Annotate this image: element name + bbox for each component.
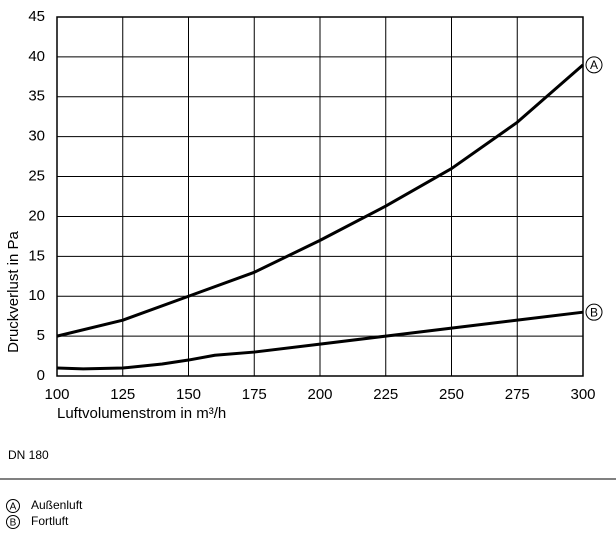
line	[56, 63, 584, 338]
x-tick-label: 300	[570, 386, 595, 403]
legend-marker-label: B	[10, 518, 17, 529]
end-marker-label: B	[590, 305, 598, 319]
note: DN 180	[8, 448, 49, 462]
line	[56, 310, 584, 371]
x-tick-label: 275	[505, 386, 530, 403]
x-tick-label: 175	[242, 386, 267, 403]
y-tick-label: 35	[28, 88, 45, 105]
x-tick-label: 150	[176, 386, 201, 403]
y-tick-label: 5	[37, 327, 45, 344]
end-marker-circle	[585, 56, 603, 74]
y-tick-label: 15	[28, 247, 45, 264]
legend-marker-circle	[6, 499, 20, 513]
x-tick-label: 250	[439, 386, 464, 403]
y-axis-label: Druckverlust in Pa	[5, 230, 22, 352]
y-tick-label: 0	[37, 367, 45, 384]
end-marker-circle	[585, 303, 603, 321]
legend-label: Fortluft	[31, 514, 69, 528]
x-axis-label: Luftvolumenstrom in m³/h	[57, 405, 226, 422]
y-tick-label: 10	[28, 287, 45, 304]
x-tick-label: 200	[307, 386, 332, 403]
legend-marker-label: A	[10, 502, 17, 513]
x-tick-label: 125	[110, 386, 135, 403]
y-tick-label: 30	[28, 128, 45, 145]
plot-frame	[56, 16, 584, 377]
y-tick-label: 45	[28, 8, 45, 25]
end-marker-label: A	[590, 58, 598, 72]
legend-label: Außenluft	[31, 498, 83, 512]
x-tick-label: 100	[44, 386, 69, 403]
legend-marker-circle	[6, 515, 20, 529]
y-tick-label: 20	[28, 207, 45, 224]
x-tick-label: 225	[373, 386, 398, 403]
y-tick-label: 25	[28, 168, 45, 185]
y-tick-label: 40	[28, 48, 45, 65]
